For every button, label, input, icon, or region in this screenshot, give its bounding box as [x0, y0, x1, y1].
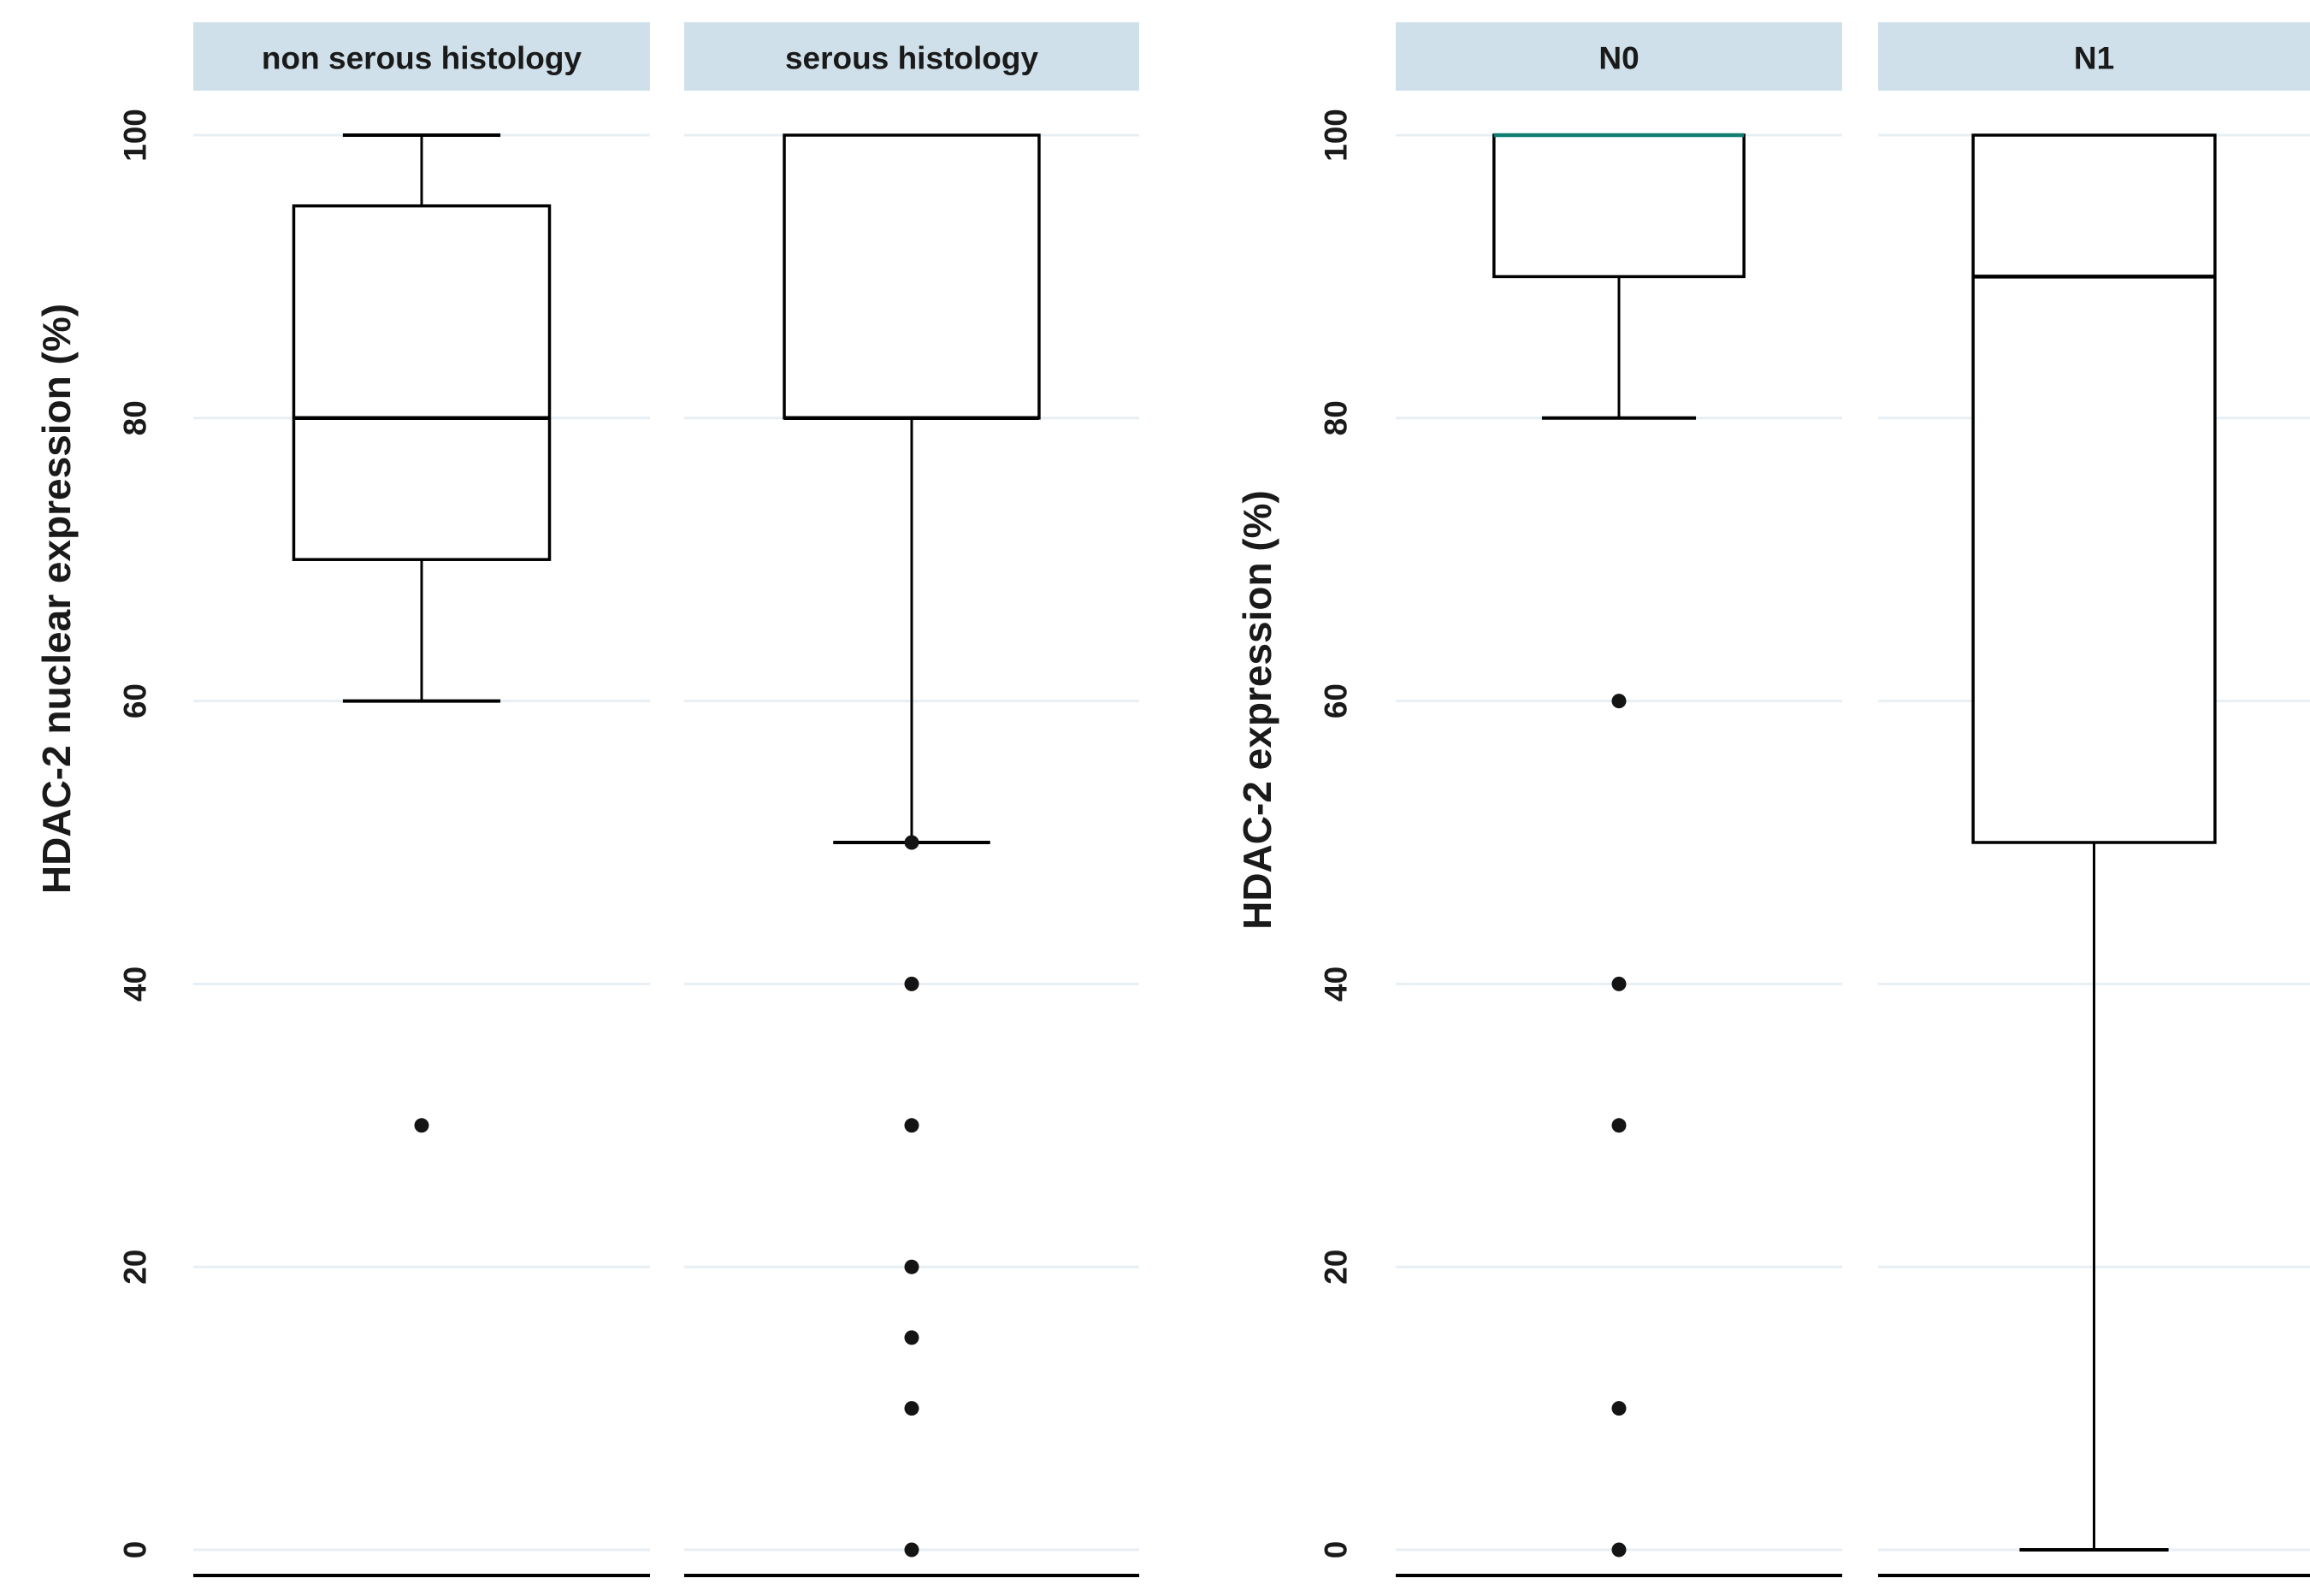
outlier-dot	[1611, 1401, 1627, 1416]
y-tick-label: 60	[1319, 683, 1354, 718]
group-header-label: serous histology	[785, 41, 1038, 76]
iqr-box	[292, 204, 552, 561]
y-tick-label: 0	[118, 1541, 153, 1559]
y-tick-label: 60	[118, 683, 153, 718]
group-header-label: N1	[2074, 41, 2114, 76]
outlier-dot	[904, 1259, 919, 1274]
group-header-label: non serous histology	[262, 41, 582, 76]
y-tick-label: 20	[118, 1250, 153, 1285]
outlier-dot	[904, 1330, 919, 1345]
boxplot-svg: HDAC-2 expression (%) 0 20 40 60 80 100 N0 N1	[1235, 22, 2310, 1577]
iqr-box	[783, 133, 1041, 420]
group-header-label: N0	[1598, 41, 1639, 76]
outlier-dot	[904, 1118, 919, 1133]
y-axis-title: HDAC-2 nuclear expression (%)	[34, 304, 79, 894]
outlier-dot	[904, 1542, 919, 1558]
y-tick-label: 40	[118, 966, 153, 1002]
panel-nodal-status: HDAC-2 expression (%) 0 20 40 60 80 100 N0 N1	[1155, 0, 2310, 1596]
y-tick-label: 80	[118, 400, 153, 435]
y-tick-label: 40	[1319, 966, 1354, 1002]
y-tick-label: 100	[118, 109, 153, 162]
outlier-dot	[904, 1401, 919, 1416]
y-tick-label: 0	[1319, 1541, 1354, 1559]
outlier-dot	[904, 835, 919, 850]
y-tick-label: 20	[1319, 1250, 1354, 1285]
group-header	[193, 22, 650, 91]
y-tick-label: 80	[1319, 400, 1354, 435]
panel-histology: HDAC-2 nuclear expression (%) 0 20 40 60 80 10…	[34, 22, 1139, 1577]
boxplot-svg: HDAC-2 nuclear expression (%) 0 20 40 60 80 10…	[34, 22, 1139, 1577]
outlier-dot	[414, 1118, 429, 1133]
outlier-dot	[904, 976, 919, 991]
y-tick-label: 100	[1319, 109, 1354, 162]
group-header	[1396, 22, 1842, 91]
outlier-dot	[1611, 1542, 1627, 1558]
iqr-box	[1492, 133, 1746, 279]
outlier-dot	[1611, 976, 1627, 991]
iqr-box	[1971, 133, 2217, 844]
group-header	[684, 22, 1139, 91]
outlier-dot	[1611, 1118, 1627, 1133]
y-axis-title: HDAC-2 expression (%)	[1235, 490, 1279, 930]
group-header	[1878, 22, 2310, 91]
outlier-dot	[1611, 694, 1627, 709]
